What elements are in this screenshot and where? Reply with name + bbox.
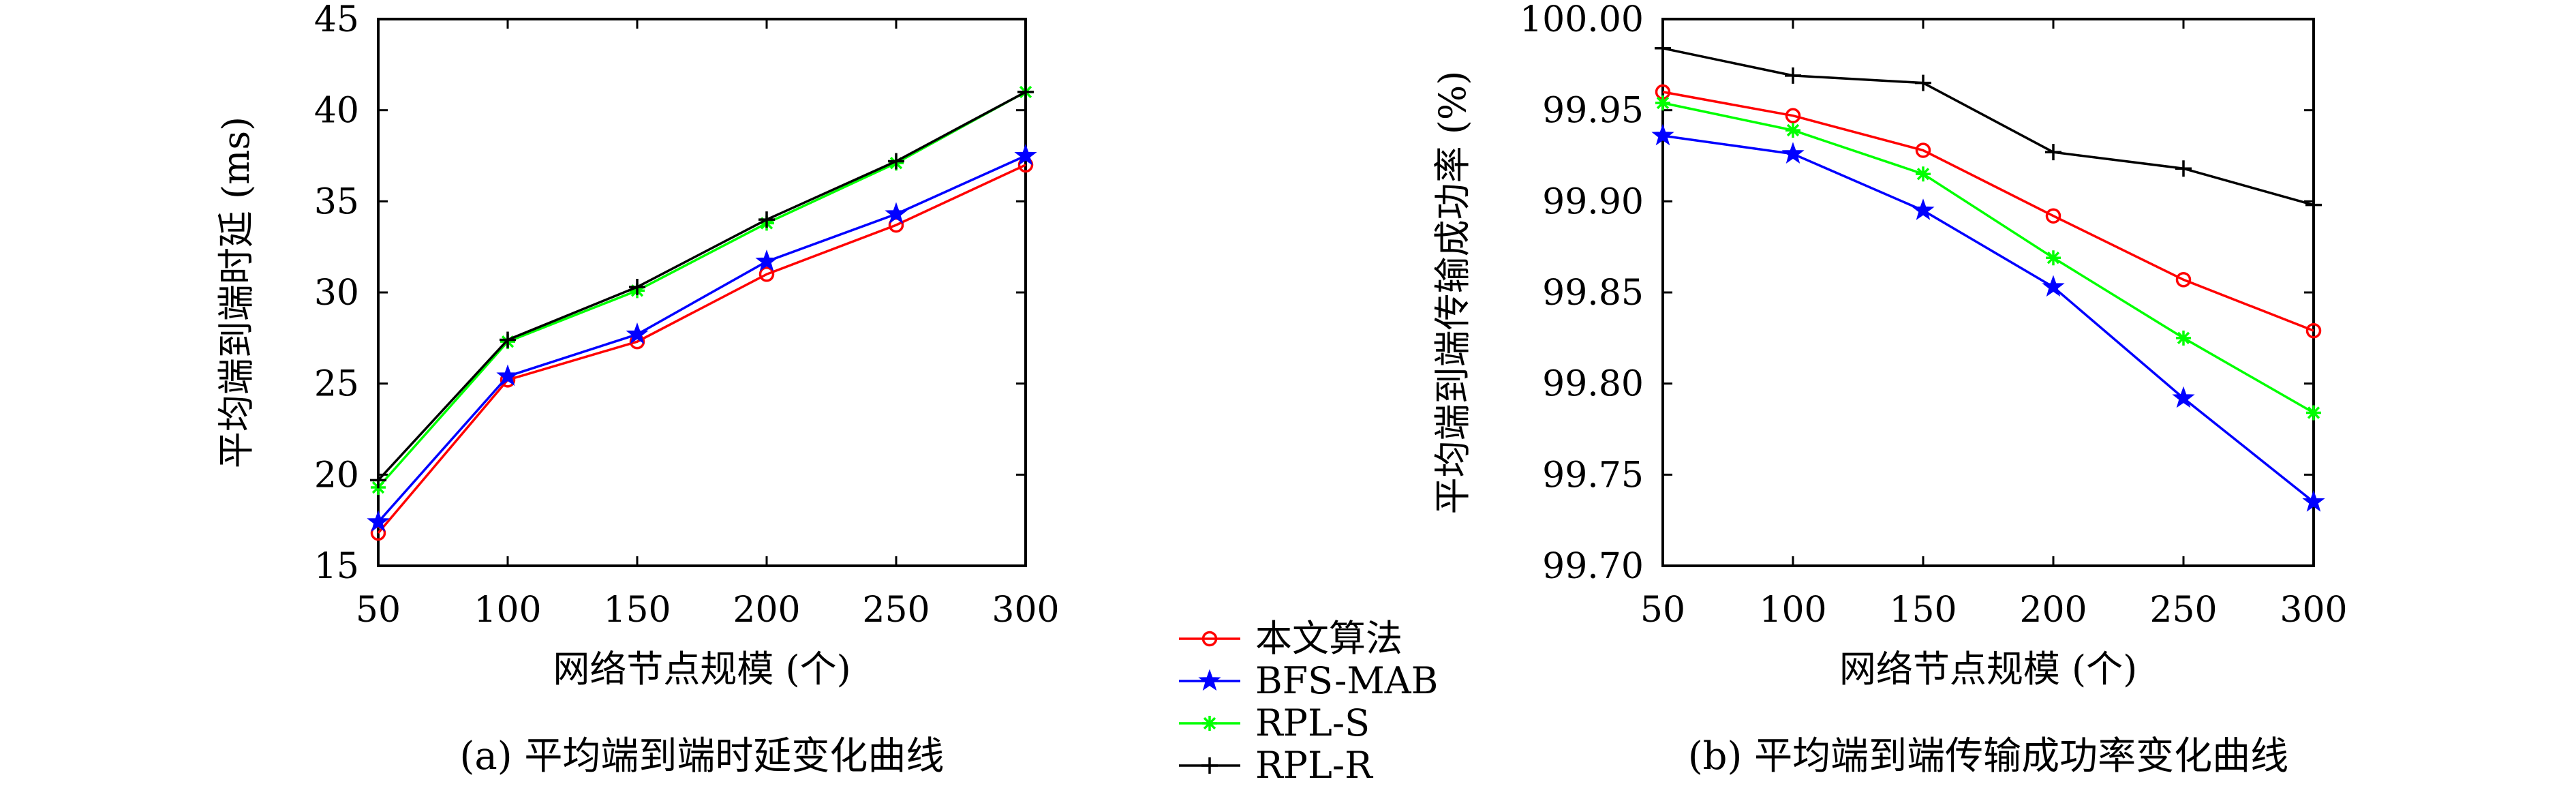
chart-b: 50 100 150 200 250 300 99.70 99.75 99.80 99.85 99.… xyxy=(1431,0,2348,779)
chart-a-data-point-plus xyxy=(1017,83,1034,100)
chart-b-y-tick-label: 99.80 xyxy=(1542,364,1644,405)
legend-marker-star xyxy=(1198,669,1221,691)
chart-b-data-point-plus xyxy=(1785,67,1801,84)
chart-a-y-tick-label: 20 xyxy=(314,455,359,496)
chart-b-data-point-star xyxy=(1912,198,1935,220)
chart-a-x-axis-label: 网络节点规模 (个) xyxy=(553,648,850,691)
chart-a-data-point-star xyxy=(1014,144,1037,166)
chart-a-series-line-3 xyxy=(377,91,1026,481)
chart-b-data-point-asterisk xyxy=(1785,123,1800,138)
chart-a-data-point-plus xyxy=(629,278,645,295)
chart-b-x-tick-label: 250 xyxy=(2149,590,2217,631)
chart-a-data-point-star xyxy=(755,250,778,271)
chart-a-data-point-plus xyxy=(758,211,775,228)
legend-label-0: 本文算法 xyxy=(1255,617,1402,660)
chart-b-data-point-star xyxy=(2042,275,2065,297)
chart-b-y-axis-label: 平均端到端传输成功率 (%) xyxy=(1431,71,1474,515)
chart-a-x-tick-label: 50 xyxy=(356,590,401,631)
chart-a-data-point-star xyxy=(885,202,908,224)
chart-a-x-tick-label: 100 xyxy=(474,590,541,631)
chart-b-data-point-plus xyxy=(1915,74,1931,91)
chart-a-x-tick-label: 150 xyxy=(603,590,671,631)
chart-b-data-point-plus xyxy=(2305,196,2322,213)
chart-b-series-line-3 xyxy=(1662,47,2314,207)
chart-b-data-point-star xyxy=(2172,386,2195,408)
chart-a-data-point-plus xyxy=(370,472,386,489)
chart-b-data-point-plus xyxy=(2175,160,2192,177)
chart-b-y-tick-label: 100.00 xyxy=(1520,0,1644,40)
chart-b-data-point-star xyxy=(1651,123,1674,146)
chart-a-data-point-star xyxy=(367,510,390,532)
chart-a-y-tick-label: 25 xyxy=(314,364,359,405)
chart-b-data-point-asterisk xyxy=(1655,95,1670,110)
chart-b-y-tick-label: 99.75 xyxy=(1542,455,1644,496)
chart-a-y-tick-label: 40 xyxy=(314,91,359,132)
legend-marker-plus xyxy=(1201,757,1218,774)
chart-a-data-point-plus xyxy=(500,331,516,348)
chart-a-y-tick-label: 45 xyxy=(314,0,359,40)
chart-b-data-point-asterisk xyxy=(2176,330,2191,346)
chart-a-y-tick-label: 15 xyxy=(314,546,359,587)
chart-b-series-line-0 xyxy=(1662,91,2314,332)
chart-a-y-tick-label: 35 xyxy=(314,181,359,222)
chart-b-data-point-asterisk xyxy=(2046,250,2061,266)
chart-b-data-point-circle xyxy=(2305,322,2322,339)
chart-a-data-point-star xyxy=(626,322,649,344)
chart-a-ticks: 50 100 150 200 250 300 15 20 25 30 35 40 45 xyxy=(314,0,1060,631)
chart-b-y-tick-label: 99.70 xyxy=(1542,546,1644,587)
chart-a-series-line-0 xyxy=(377,164,1026,534)
chart-b-x-tick-label: 150 xyxy=(1889,590,1957,631)
chart-a-y-tick-label: 30 xyxy=(314,273,359,314)
chart-b-series-line-1 xyxy=(1662,134,2315,503)
chart-a-x-tick-label: 300 xyxy=(992,590,1059,631)
chart-b-data-point-circle xyxy=(1915,142,1931,158)
legend-label-1: BFS-MAB xyxy=(1255,659,1438,702)
chart-a-x-tick-label: 250 xyxy=(862,590,930,631)
legend-marker-asterisk xyxy=(1202,716,1217,731)
chart-b-x-tick-label: 300 xyxy=(2280,590,2347,631)
chart-a-axes-frame xyxy=(377,18,1027,567)
chart-a-series-line-2 xyxy=(377,91,1026,489)
chart-a-x-tick-label: 200 xyxy=(733,590,800,631)
chart-b-data-point-circle xyxy=(2175,272,2192,288)
chart-b-data-point-plus xyxy=(2045,144,2061,161)
chart-b-data-point-asterisk xyxy=(1916,166,1931,182)
chart-b-y-tick-label: 99.90 xyxy=(1542,181,1644,222)
chart-b-x-tick-label: 50 xyxy=(1640,590,1685,631)
chart-b-data-point-star xyxy=(2302,489,2325,512)
chart-a-data-point-plus xyxy=(888,153,904,170)
chart-b-series xyxy=(1651,40,2325,512)
legend-label-3: RPL-R xyxy=(1255,744,1373,787)
legend-label-2: RPL-S xyxy=(1255,701,1370,744)
chart-b-data-point-circle xyxy=(1785,108,1801,123)
chart-b-y-tick-label: 99.95 xyxy=(1542,91,1644,132)
chart-b-data-point-star xyxy=(1781,142,1805,164)
chart-a-data-point-circle xyxy=(758,267,775,282)
chart-b-x-tick-label: 100 xyxy=(1759,590,1826,631)
chart-b-data-point-plus xyxy=(1655,40,1671,57)
chart-a-y-axis-label: 平均端到端时延 (ms) xyxy=(215,117,258,468)
chart-a-series xyxy=(367,83,1037,541)
chart-a: 50 100 150 200 250 300 15 20 25 30 35 40 45 网络节点规模 (… xyxy=(215,0,1060,779)
chart-b-series-line-2 xyxy=(1662,102,2314,414)
chart-a-data-point-star xyxy=(496,364,519,387)
chart-b-caption: (b) 平均端到端传输成功率变化曲线 xyxy=(1688,734,2288,779)
chart-b-data-point-circle xyxy=(2045,208,2061,224)
chart-b-ticks: 50 100 150 200 250 300 99.70 99.75 99.80 99.85 99.… xyxy=(1520,0,2348,631)
legend-marker-circle xyxy=(1201,631,1218,647)
chart-b-x-tick-label: 200 xyxy=(2019,590,2087,631)
chart-a-series-line-1 xyxy=(377,154,1026,523)
chart-b-data-point-asterisk xyxy=(2306,405,2321,421)
chart-b-y-tick-label: 99.85 xyxy=(1542,273,1644,314)
chart-b-x-axis-label: 网络节点规模 (个) xyxy=(1839,648,2137,691)
chart-a-caption: (a) 平均端到端时延变化曲线 xyxy=(460,734,945,779)
